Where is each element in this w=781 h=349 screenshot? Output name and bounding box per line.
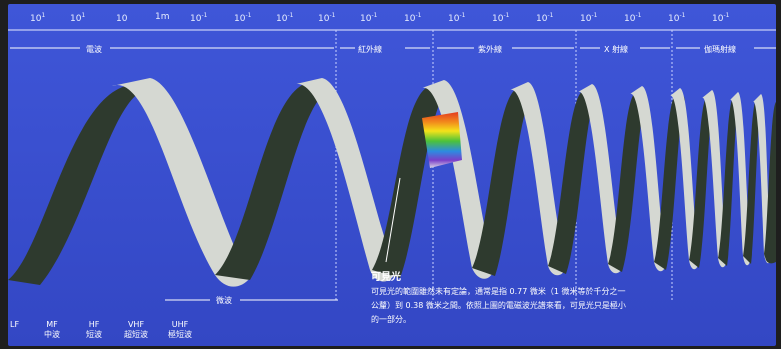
scale-tick: 1m (155, 12, 170, 22)
band-label-infrared: 紅外線 (358, 45, 382, 54)
scale-tick: 10-1 (580, 12, 598, 24)
scale-tick: 10-1 (276, 12, 294, 24)
band-dividers (335, 30, 673, 300)
scale-tick: 101 (70, 12, 86, 24)
band-label-microwave: 微波 (216, 296, 232, 305)
scale-tick: 10-1 (624, 12, 642, 24)
radio-band-lf: LF (10, 320, 20, 329)
caption-body: 可見光的範圍雖然未有定論，通常是指 0.77 微米（1 微米等於千分之一公釐）到… (371, 287, 626, 324)
scale-tick: 10-1 (448, 12, 466, 24)
scale-tick: 10 (116, 14, 128, 24)
radio-band-vhf: VHF 超短波 (124, 320, 148, 339)
band-label-xray: X 射線 (604, 45, 629, 54)
visible-light-caption: 可見光 可見光的範圍雖然未有定論，通常是指 0.77 微米（1 微米等於千分之一… (371, 268, 631, 327)
caption-pointer (385, 177, 401, 263)
scale-tick: 10-1 (712, 12, 730, 24)
band-arrows (10, 47, 776, 301)
band-label-ultraviolet: 紫外線 (478, 45, 502, 54)
band-label-gamma: 伽瑪射線 (704, 45, 736, 54)
scale-tick: 10-1 (668, 12, 686, 24)
visible-light-band (422, 112, 462, 168)
scale-tick: 101 (30, 12, 46, 24)
scale-tick: 10-1 (404, 12, 422, 24)
radio-band-uhf: UHF 極短波 (168, 320, 192, 339)
scale-tick: 10-1 (536, 12, 554, 24)
band-label-radio: 電波 (86, 45, 102, 54)
radio-band-hf: HF 短波 (86, 320, 102, 339)
scale-tick: 10-1 (234, 12, 252, 24)
scale-tick: 10-1 (492, 12, 510, 24)
scale-tick: 10-1 (190, 12, 208, 24)
caption-title: 可見光 (371, 272, 401, 283)
scale-tick: 10-1 (318, 12, 336, 24)
radio-band-mf: MF 中波 (44, 320, 60, 339)
scale-tick: 10-1 (360, 12, 378, 24)
